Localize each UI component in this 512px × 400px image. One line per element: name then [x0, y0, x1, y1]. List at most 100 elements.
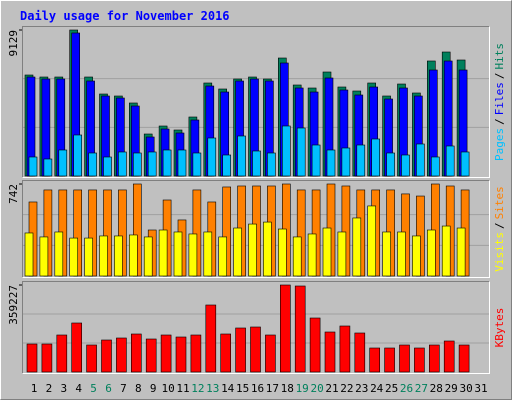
bar — [235, 327, 246, 373]
bar — [205, 304, 217, 373]
bar — [322, 227, 332, 277]
legend-entry: Files — [493, 82, 506, 115]
bar — [71, 322, 82, 373]
bar — [369, 347, 381, 373]
bar — [84, 237, 93, 277]
bar — [24, 232, 34, 277]
bar — [26, 343, 38, 373]
bar — [354, 332, 366, 373]
bar — [133, 152, 142, 177]
bar — [99, 235, 108, 277]
bar — [277, 228, 287, 277]
bar — [460, 151, 470, 177]
x-tick-label: 2 — [46, 382, 53, 395]
panel-border-dark — [22, 26, 490, 178]
x-tick-label: 7 — [120, 382, 127, 395]
bar — [114, 235, 123, 277]
bar — [307, 233, 317, 277]
x-tick-label: 25 — [385, 382, 398, 395]
bar — [279, 284, 291, 373]
bar — [145, 338, 157, 373]
bar — [192, 152, 202, 177]
x-tick-label: 22 — [340, 382, 353, 395]
bar — [116, 337, 127, 373]
bar — [203, 231, 213, 277]
bar — [382, 231, 391, 277]
bar — [309, 317, 321, 373]
x-tick-label: 3 — [60, 382, 67, 395]
x-tick-label: 11 — [176, 382, 189, 395]
bar — [177, 149, 187, 177]
legend: KBytes — [493, 308, 506, 348]
bar — [384, 347, 395, 373]
bar — [341, 147, 351, 177]
panel-border-light — [22, 180, 490, 278]
bar — [456, 227, 466, 277]
bar — [441, 225, 451, 277]
bar — [237, 135, 246, 177]
x-tick-label: 1 — [31, 382, 38, 395]
bar — [207, 137, 217, 177]
legend-entry: Visits — [493, 232, 506, 272]
legend-entry: Pages — [493, 128, 506, 161]
bar — [162, 149, 172, 177]
bar — [445, 145, 455, 177]
panel-border-dark — [22, 180, 490, 278]
x-tick-label: 14 — [221, 382, 235, 395]
bar — [190, 334, 202, 373]
x-tick-label: 12 — [191, 382, 204, 395]
bar — [143, 236, 153, 277]
x-tick-label: 8 — [135, 382, 142, 395]
y-tick-label: 742 — [7, 184, 20, 204]
legend-entry: Sites — [493, 186, 506, 219]
x-tick-label: 23 — [355, 382, 368, 395]
x-tick-label: 13 — [206, 382, 219, 395]
bar — [356, 144, 366, 177]
panel-border-dark — [22, 281, 490, 374]
legend: Visits / Sites — [493, 186, 506, 272]
bar — [337, 231, 347, 277]
bar — [86, 344, 97, 373]
legend-separator: / — [493, 118, 506, 125]
bar — [428, 344, 440, 373]
bar — [131, 333, 142, 373]
bar — [250, 326, 261, 373]
bar — [175, 336, 187, 373]
bar — [248, 223, 257, 277]
bar — [56, 334, 68, 373]
bar — [430, 156, 440, 177]
x-tick-label: 31 — [474, 382, 487, 395]
bar — [294, 285, 306, 373]
bar — [233, 227, 242, 277]
bar — [220, 333, 231, 373]
bar — [324, 331, 336, 373]
x-tick-label: 30 — [459, 382, 472, 395]
x-tick-label: 16 — [251, 382, 264, 395]
x-tick-label: 15 — [236, 382, 249, 395]
x-tick-label: 17 — [266, 382, 279, 395]
bar — [88, 152, 97, 177]
bar — [222, 154, 231, 177]
x-tick-label: 27 — [415, 382, 428, 395]
bar — [371, 138, 381, 177]
x-tick-label: 28 — [430, 382, 443, 395]
bar — [339, 325, 351, 373]
bar — [296, 127, 306, 177]
x-tick-label: 21 — [325, 382, 338, 395]
x-tick-label: 9 — [150, 382, 157, 395]
bar — [28, 156, 38, 177]
bar — [160, 334, 172, 373]
bar — [326, 149, 336, 177]
y-tick-label: 9129 — [7, 30, 20, 57]
x-tick-label: 6 — [105, 382, 112, 395]
bar — [41, 343, 53, 373]
bar — [129, 234, 138, 277]
legend-separator: / — [493, 222, 506, 229]
x-tick-label: 4 — [75, 382, 82, 395]
x-tick-label: 5 — [90, 382, 97, 395]
legend-entry: KBytes — [493, 308, 506, 348]
x-tick-label: 19 — [296, 382, 309, 395]
bar — [265, 334, 276, 373]
bar — [416, 143, 425, 177]
